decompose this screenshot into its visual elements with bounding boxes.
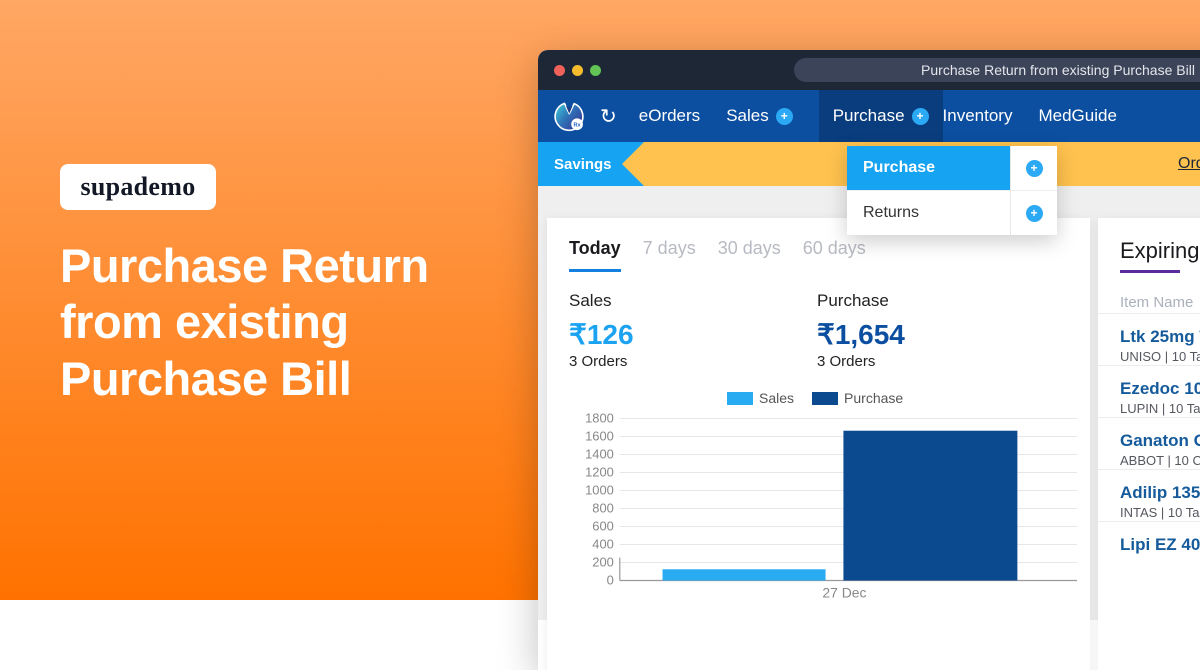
svg-text:600: 600 — [592, 519, 614, 534]
svg-text:800: 800 — [592, 501, 614, 516]
svg-text:1800: 1800 — [585, 410, 614, 425]
svg-text:27 Dec: 27 Dec — [822, 584, 866, 600]
svg-text:0: 0 — [607, 572, 614, 587]
svg-text:200: 200 — [592, 554, 614, 569]
svg-text:1200: 1200 — [585, 464, 614, 479]
svg-text:Rx: Rx — [574, 123, 582, 129]
svg-text:1600: 1600 — [585, 428, 614, 443]
svg-text:1400: 1400 — [585, 446, 614, 461]
svg-text:1000: 1000 — [585, 482, 614, 497]
svg-text:400: 400 — [592, 537, 614, 552]
